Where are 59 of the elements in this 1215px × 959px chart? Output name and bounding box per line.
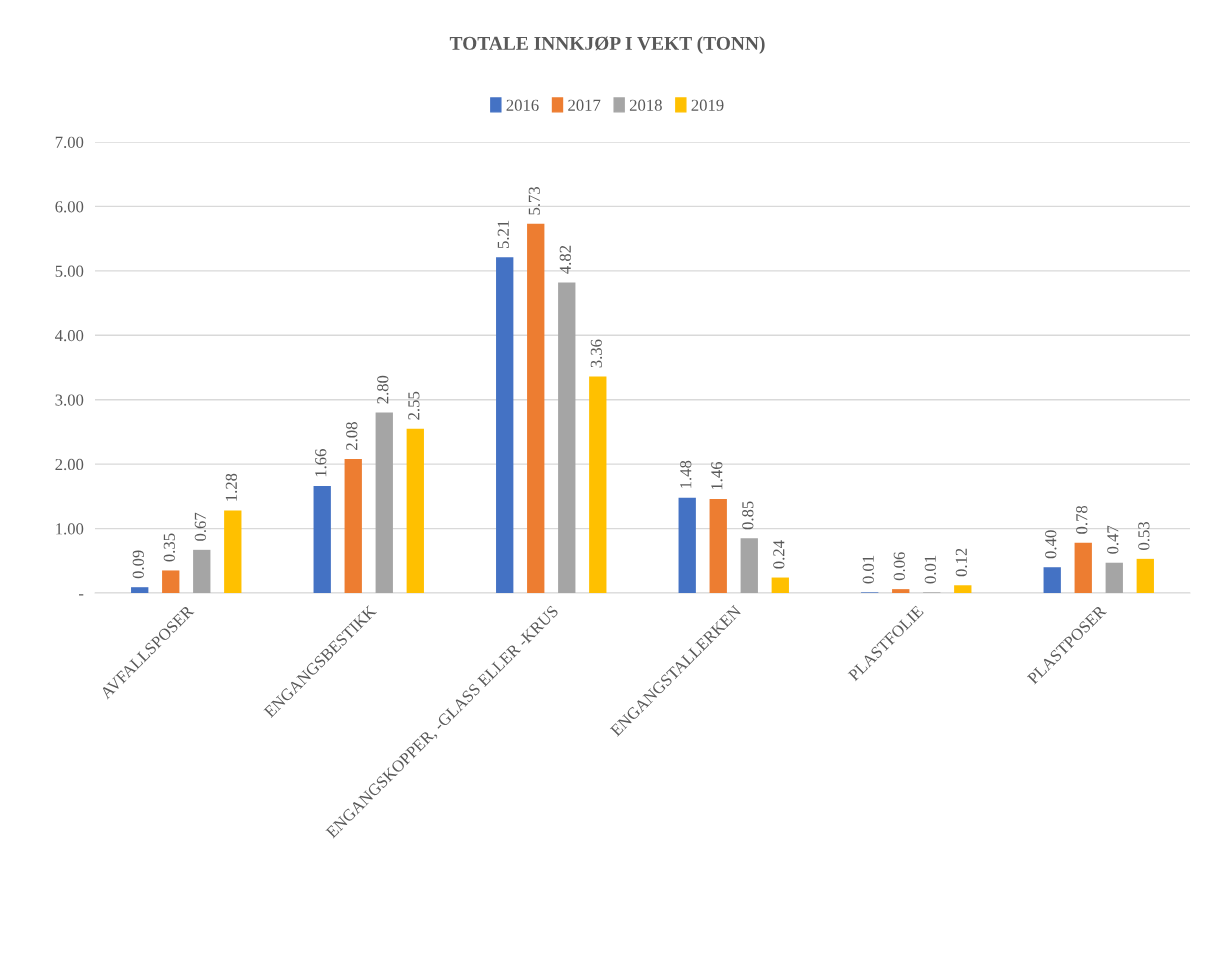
- data-label: 0.47: [1107, 525, 1119, 554]
- bar: [771, 577, 789, 593]
- data-label: 1.66: [315, 449, 327, 477]
- y-tick-label: 5.00: [55, 265, 84, 277]
- data-label: 0.09: [132, 550, 144, 579]
- legend-label: 2019: [691, 99, 724, 111]
- y-tick-label: -: [78, 594, 84, 596]
- y-tick-label: 6.00: [55, 201, 84, 213]
- data-label: 0.67: [194, 512, 207, 541]
- bar: [193, 549, 211, 593]
- bar: [1136, 558, 1154, 593]
- bar: [131, 587, 149, 593]
- bar: [709, 498, 727, 593]
- y-tick-label: 2.00: [55, 458, 84, 471]
- bar: [589, 376, 607, 593]
- y-tick-label: 4.00: [55, 329, 84, 342]
- y-tick-label: 1.00: [56, 523, 84, 535]
- data-label: 1.28: [225, 473, 238, 501]
- bar: [344, 458, 362, 593]
- data-label: 0.01: [862, 555, 874, 584]
- data-label: 2.80: [377, 375, 389, 404]
- data-label: 0.85: [742, 501, 754, 530]
- chart-title: TOTALE INNKJØP I VEKT (TONN): [449, 36, 765, 54]
- data-label: 0.40: [1045, 530, 1057, 559]
- bar: [224, 510, 242, 593]
- data-label: 1.46: [711, 461, 723, 490]
- legend-label: 2017: [568, 99, 601, 111]
- y-tick-label: 3.00: [55, 394, 84, 406]
- data-label: 0.24: [773, 540, 785, 569]
- bar: [496, 257, 514, 593]
- data-label: 1.48: [680, 460, 692, 488]
- bar: [892, 589, 910, 593]
- bar: [1043, 567, 1061, 593]
- data-label: 0.78: [1076, 505, 1088, 534]
- bar: [740, 538, 758, 593]
- data-label: 5.73: [528, 186, 540, 215]
- bar: [954, 585, 972, 593]
- data-label: 0.06: [893, 552, 905, 581]
- data-label: 2.55: [408, 391, 420, 420]
- legend-label: 2018: [629, 99, 662, 111]
- data-label: 0.53: [1138, 522, 1150, 550]
- bar: [1074, 542, 1092, 593]
- data-label: 0.12: [955, 548, 968, 577]
- data-label: 0.01: [924, 555, 937, 584]
- bar: [1105, 562, 1123, 593]
- data-label: 2.08: [346, 422, 358, 450]
- data-label: 0.35: [163, 533, 175, 562]
- legend-label: 2016: [506, 99, 539, 111]
- bar: [527, 223, 545, 593]
- bar: [678, 497, 696, 593]
- bar: [406, 428, 424, 593]
- bar: [313, 486, 331, 593]
- data-label: 4.82: [559, 245, 572, 274]
- data-label: 3.36: [590, 339, 603, 368]
- bar: [558, 282, 576, 593]
- bar: [375, 412, 393, 593]
- data-label: 5.21: [497, 220, 509, 249]
- y-tick-label: 7.00: [55, 136, 84, 149]
- bar: [162, 570, 180, 593]
